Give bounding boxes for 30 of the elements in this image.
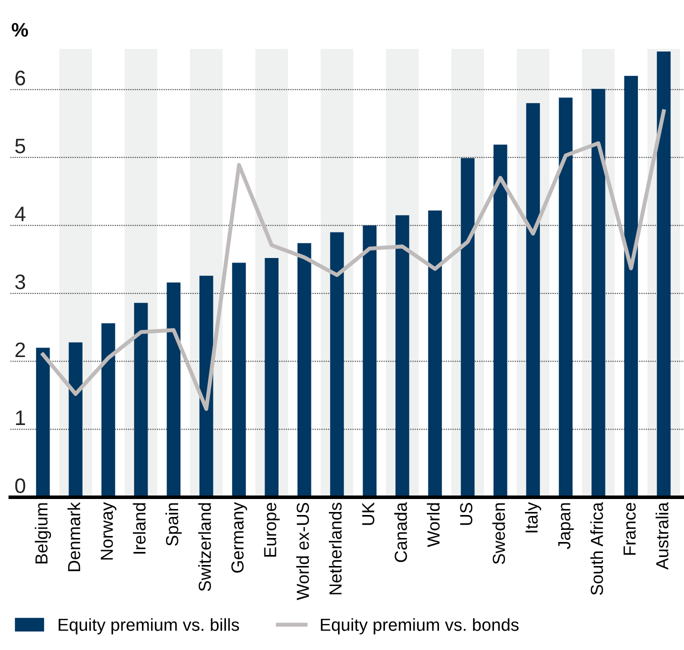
x-tick-label: Japan [558,503,574,550]
x-tick-label: Germany [231,502,248,573]
y-tick-label: 0 [15,478,26,494]
x-tick-label: France [624,502,636,555]
y-tick-label: 1 [16,410,25,425]
x-tick-label: Switzerland [198,503,211,592]
x-tick-label: Canada [394,502,408,562]
y-tick-label: 6 [15,70,26,86]
x-tick-label: US [460,502,472,525]
x-tick-label: Italy [524,502,542,532]
y-axis-title: % [12,23,28,37]
y-tick-label: 5 [15,138,26,154]
y-tick-label: 3 [15,274,26,290]
legend-label: Equity premium vs. bonds [320,618,519,634]
x-tick-label: Spain [166,503,182,546]
x-tick-label: Ireland [132,503,146,554]
y-tick-label: 4 [14,206,26,222]
x-tick-label: World ex-US [296,502,309,600]
x-tick-label: Norway [100,502,116,560]
y-tick-label: 2 [15,342,25,358]
legend-label: Equity premium vs. bills [58,618,240,634]
x-tick-label: South Africa [590,502,604,595]
x-tick-label: Belgium [34,503,52,564]
x-tick-label: Europe [264,502,280,557]
x-tick-label: Netherlands [328,502,342,594]
x-tick-label: Denmark [68,502,80,572]
x-tick-label: Sweden [492,503,506,564]
x-tick-label: World [426,503,440,548]
x-tick-label: UK [362,502,374,525]
x-tick-label: Australia [656,502,668,570]
